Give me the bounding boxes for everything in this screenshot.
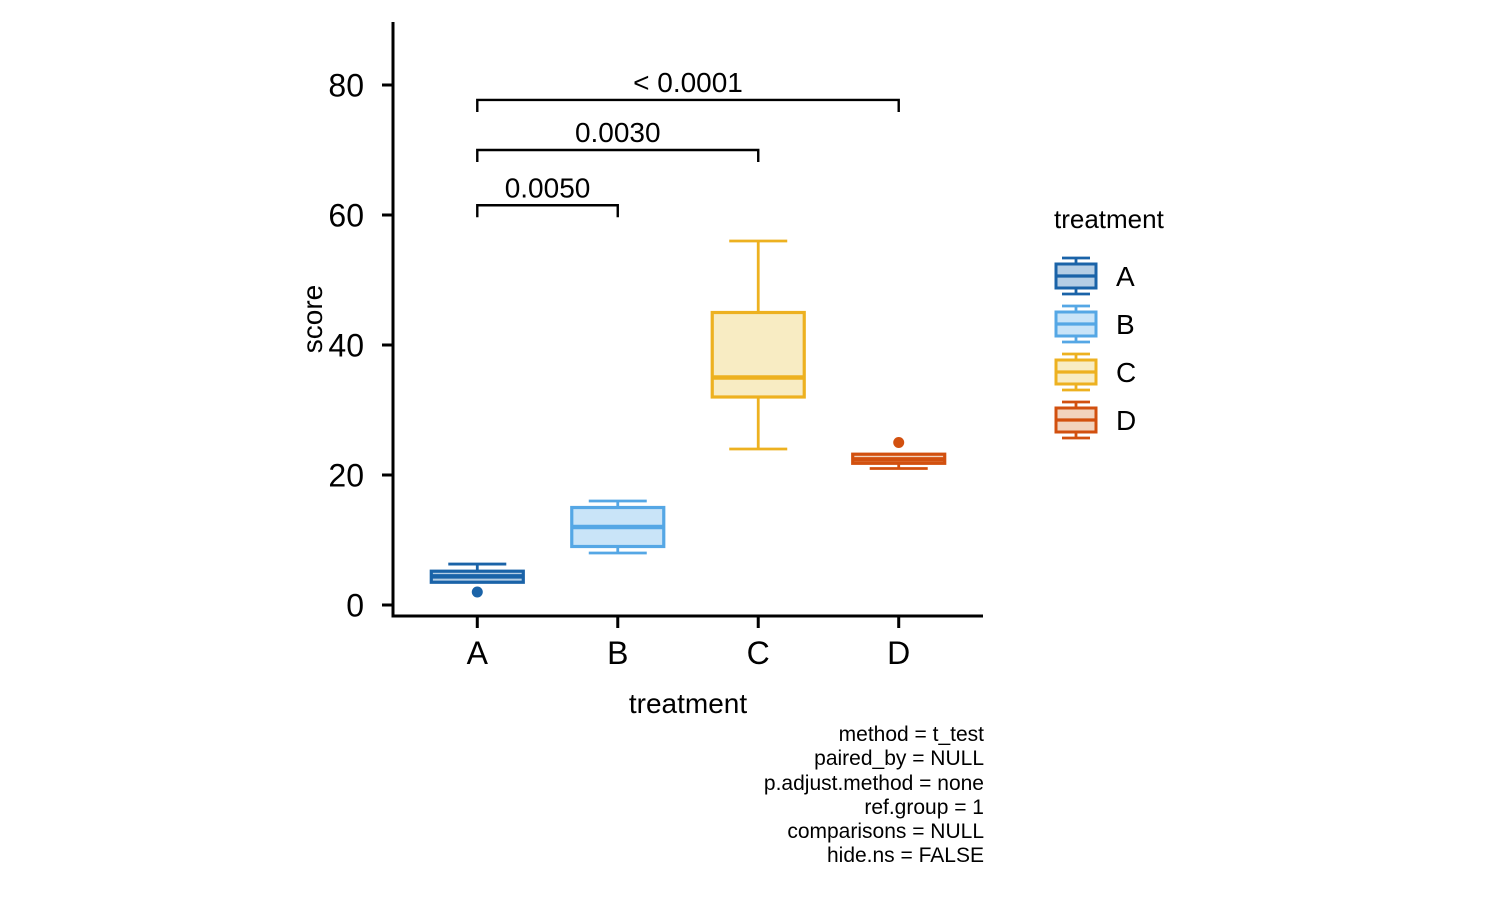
caption-line: hide.ns = FALSE [826,844,984,868]
legend-key-B [1054,304,1098,344]
x-tick-label: D [887,635,910,671]
pvalue-label: < 0.0001 [633,67,743,98]
legend-entry-label: A [1116,261,1135,292]
legend-key-C [1054,352,1098,392]
significance-bracket [476,148,760,162]
y-tick-label: 0 [346,588,364,624]
outlier-point [893,437,905,448]
pvalue-label: 0.0050 [505,172,591,203]
stat-method-caption: method = t_test paired_by = NULL p.adjust.… [764,723,984,869]
legend-key-D [1054,400,1098,440]
legend-title: treatment [1054,204,1164,234]
box-group-B [570,499,666,555]
pvalue-label: 0.0030 [575,117,661,148]
caption-line: comparisons = NULL [787,820,984,844]
legend-entry-label: B [1116,309,1135,340]
box-group-C [710,239,806,451]
y-tick-label: 80 [328,68,364,104]
x-tick-label: C [747,635,770,671]
caption-line: paired_by = NULL [814,747,984,771]
caption-line: ref.group = 1 [864,795,984,819]
y-tick-label: 20 [328,458,364,494]
legend-key-A [1054,256,1098,296]
caption-line: method = t_test [838,723,984,746]
box-C [710,310,806,399]
box-group-A [429,562,525,598]
legend-entry-label: C [1116,357,1136,388]
significance-bracket [476,204,619,218]
x-tick-label: A [467,635,489,671]
y-tick-label: 40 [328,328,364,364]
caption-line: p.adjust.method = none [763,771,984,795]
significance-bracket [476,98,900,112]
x-tick-label: B [607,635,628,671]
y-axis-title: score [297,284,328,354]
box-group-D [851,437,947,470]
x-axis-title: treatment [628,688,748,719]
outlier-point [471,586,483,598]
y-tick-label: 60 [328,198,364,234]
legend-entry-label: D [1116,405,1136,436]
